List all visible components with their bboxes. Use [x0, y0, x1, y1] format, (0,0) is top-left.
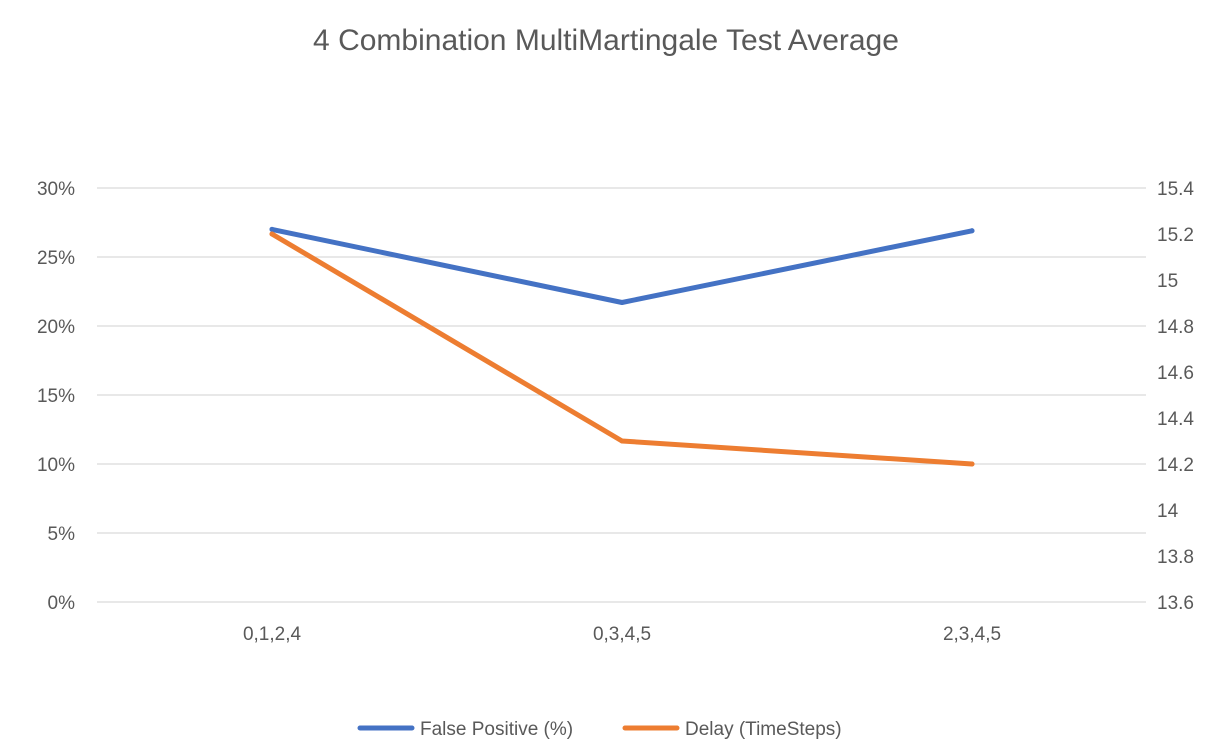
left-tick-label: 10% — [37, 455, 75, 476]
right-tick-label: 14.2 — [1157, 455, 1194, 476]
series-line-false-positive — [269, 226, 975, 305]
left-tick-label: 30% — [37, 179, 75, 200]
data-point — [619, 300, 625, 306]
right-tick-label: 14.6 — [1157, 363, 1194, 384]
series-lines — [269, 226, 975, 467]
data-point — [269, 231, 275, 237]
right-tick-label: 15.4 — [1157, 179, 1194, 200]
left-tick-label: 0% — [48, 593, 76, 614]
series-line-delay — [269, 231, 975, 467]
x-tick-label: 0,3,4,5 — [593, 624, 651, 645]
right-tick-label: 14 — [1157, 501, 1179, 522]
data-point — [269, 226, 275, 232]
right-tick-label: 14.4 — [1157, 409, 1194, 430]
legend: False Positive (%) Delay (TimeSteps) — [357, 719, 842, 740]
left-axis: 0% 5% 10% 15% 20% 25% 30% — [37, 179, 75, 614]
legend-item: Delay (TimeSteps) — [622, 719, 842, 740]
right-tick-label: 13.6 — [1157, 593, 1194, 614]
right-axis: 13.6 13.8 14 14.2 14.4 14.6 14.8 15 15.2 15.4 — [1157, 179, 1194, 614]
data-point — [969, 228, 975, 234]
legend-item: False Positive (%) — [357, 719, 573, 740]
left-tick-label: 15% — [37, 386, 75, 407]
left-tick-label: 25% — [37, 248, 75, 269]
right-tick-label: 15 — [1157, 271, 1178, 292]
left-tick-label: 5% — [48, 524, 76, 545]
right-tick-label: 15.2 — [1157, 225, 1194, 246]
left-tick-label: 20% — [37, 317, 75, 338]
x-tick-label: 0,1,2,4 — [243, 624, 302, 645]
data-point — [619, 438, 625, 444]
data-point — [969, 461, 975, 467]
x-axis: 0,1,2,4 0,3,4,5 2,3,4,5 — [243, 624, 1001, 645]
x-tick-label: 2,3,4,5 — [943, 624, 1001, 645]
gridlines — [97, 187, 1146, 603]
legend-label: False Positive (%) — [420, 719, 573, 740]
right-tick-label: 13.8 — [1157, 547, 1194, 568]
chart-title: 4 Combination MultiMartingale Test Avera… — [313, 24, 899, 57]
right-tick-label: 14.8 — [1157, 317, 1194, 338]
legend-label: Delay (TimeSteps) — [685, 719, 842, 740]
